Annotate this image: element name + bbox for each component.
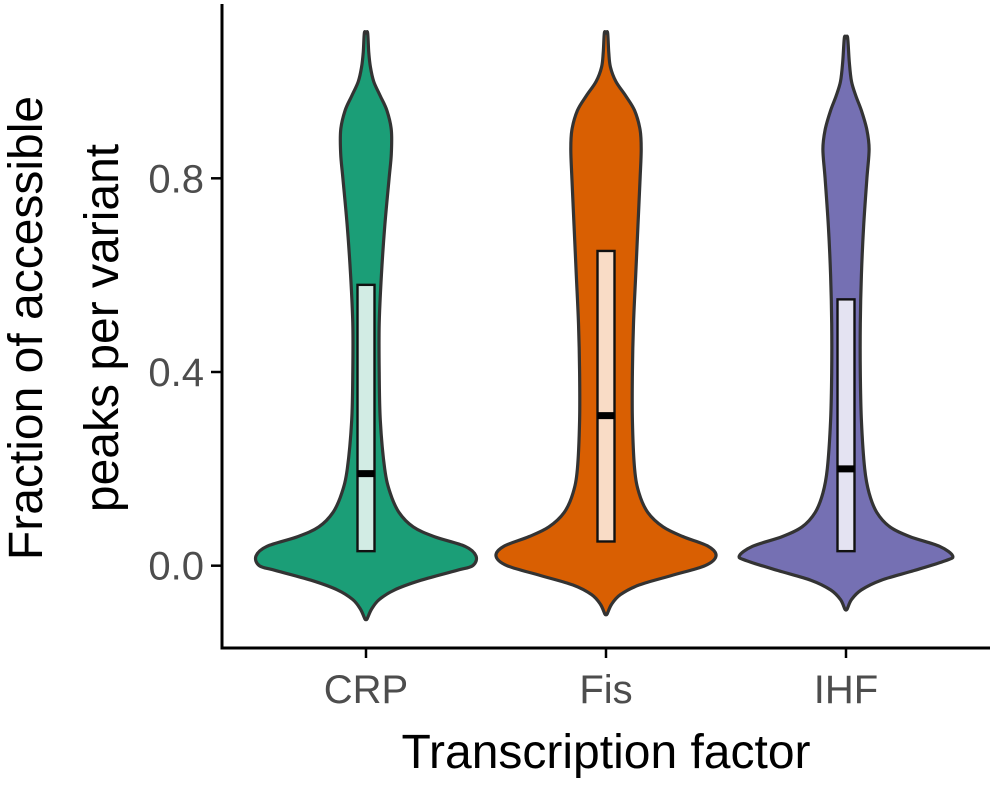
box-crp <box>356 283 376 553</box>
x-tick-label-crp: CRP <box>324 668 408 712</box>
x-tick-label-ihf: IHF <box>814 668 878 712</box>
box-fis <box>596 249 616 543</box>
y-axis-title-line-2: peaks per variant <box>76 144 129 512</box>
x-axis-title: Transcription factor <box>401 726 810 779</box>
y-axis-title-group: Fraction of accessible peaks per variant <box>0 96 129 560</box>
tick-labels: CRP Fis IHF 0.0 0.4 0.8 <box>148 157 878 712</box>
y-tick-label-1: 0.4 <box>148 351 204 395</box>
box-ihf <box>836 298 856 553</box>
y-tick-label-0: 0.0 <box>148 545 204 589</box>
plot-area <box>253 30 955 622</box>
y-tick-label-2: 0.8 <box>148 157 204 201</box>
x-tick-label-fis: Fis <box>579 668 632 712</box>
y-axis-title-line-1: Fraction of accessible <box>0 96 53 560</box>
